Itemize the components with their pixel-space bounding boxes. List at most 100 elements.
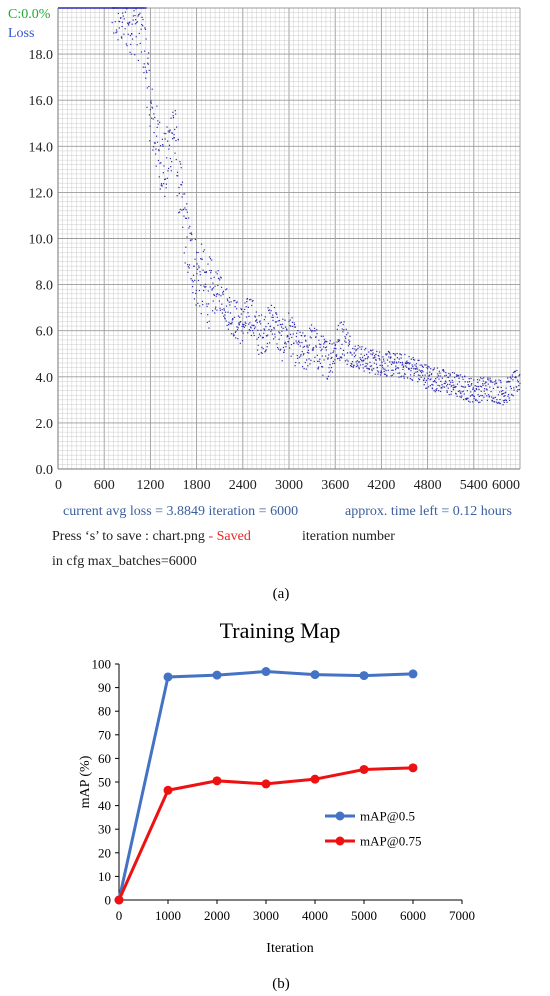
loss-point (326, 341, 328, 343)
loss-point (489, 381, 492, 383)
loss-point (387, 365, 389, 367)
loss-point (491, 399, 493, 402)
loss-point (325, 349, 327, 351)
loss-point (205, 271, 207, 274)
loss-point (128, 23, 130, 25)
loss-point (375, 353, 377, 356)
loss-point (124, 28, 126, 30)
loss-point (306, 351, 309, 353)
loss-point (428, 374, 431, 376)
save-hint-prefix: Press ‘s’ to save : chart.png (52, 529, 205, 544)
loss-point (516, 379, 519, 381)
loss-point (184, 207, 186, 209)
loss-point (508, 393, 510, 396)
loss-point (270, 304, 273, 306)
loss-point (382, 366, 384, 368)
loss-point (464, 381, 466, 383)
loss-point (315, 346, 318, 348)
loss-point (239, 342, 241, 344)
loss-point (241, 340, 244, 342)
loss-point (254, 316, 257, 318)
loss-point (339, 322, 341, 324)
loss-point (179, 163, 182, 165)
loss-point (221, 312, 224, 314)
loss-point (125, 43, 127, 45)
loss-point (503, 392, 505, 395)
loss-point (143, 71, 145, 74)
loss-point (433, 368, 435, 371)
loss-point (496, 399, 498, 401)
loss-point (129, 51, 131, 53)
loss-point (293, 322, 295, 324)
loss-point (195, 304, 197, 306)
loss-point (402, 363, 404, 365)
loss-point (145, 77, 147, 79)
loss-point (499, 380, 502, 382)
loss-point (274, 333, 276, 335)
loss-point (287, 335, 289, 337)
loss-point (366, 367, 368, 369)
loss-point (392, 369, 394, 371)
loss-point (117, 12, 119, 15)
loss-point (152, 146, 155, 148)
loss-point (286, 336, 288, 338)
loss-point (333, 347, 335, 350)
loss-point (178, 186, 180, 189)
loss-point (317, 368, 319, 370)
loss-point (483, 388, 486, 390)
loss-point (149, 140, 151, 142)
loss-point (430, 378, 432, 380)
loss-point (271, 333, 273, 335)
loss-point (207, 290, 209, 292)
loss-point (321, 348, 323, 350)
loss-point (372, 349, 374, 351)
loss-point (351, 363, 353, 365)
loss-point (268, 342, 271, 344)
loss-point (332, 362, 334, 365)
loss-point (206, 305, 208, 307)
loss-point (407, 367, 410, 370)
loss-point (391, 374, 394, 376)
loss-point (298, 362, 300, 364)
loss-point (167, 130, 169, 132)
loss-point (495, 382, 497, 384)
loss-point (481, 378, 483, 380)
map-x-axis-label: Iteration (266, 941, 313, 956)
loss-point (489, 377, 491, 379)
loss-point (404, 362, 407, 364)
loss-point (290, 355, 292, 357)
loss-point (198, 267, 200, 269)
loss-point (285, 326, 287, 328)
loss-point (143, 50, 146, 52)
loss-point (329, 340, 331, 342)
x-tick-label: 3000 (275, 478, 303, 493)
loss-point (245, 316, 248, 318)
loss-point (154, 142, 156, 144)
loss-point (392, 362, 394, 364)
loss-grid (57, 7, 521, 470)
loss-point (254, 315, 256, 317)
y-tick-label: 18.0 (29, 48, 54, 63)
loss-point (224, 311, 227, 313)
loss-point (453, 386, 455, 388)
loss-point (290, 343, 293, 346)
loss-point (155, 148, 157, 150)
series-point-1 (114, 895, 124, 905)
loss-point (229, 304, 231, 306)
loss-point (265, 349, 267, 351)
loss-point (438, 370, 440, 372)
loss-point (304, 361, 306, 364)
loss-point (417, 374, 419, 376)
loss-point (432, 369, 434, 371)
loss-point (204, 271, 206, 273)
loss-point (429, 371, 431, 373)
loss-point (211, 288, 213, 290)
loss-point (417, 381, 419, 383)
loss-point (300, 355, 302, 357)
loss-point (332, 351, 334, 354)
loss-point (266, 335, 268, 337)
loss-point (321, 355, 323, 357)
loss-point (514, 376, 516, 379)
loss-point (311, 329, 313, 332)
